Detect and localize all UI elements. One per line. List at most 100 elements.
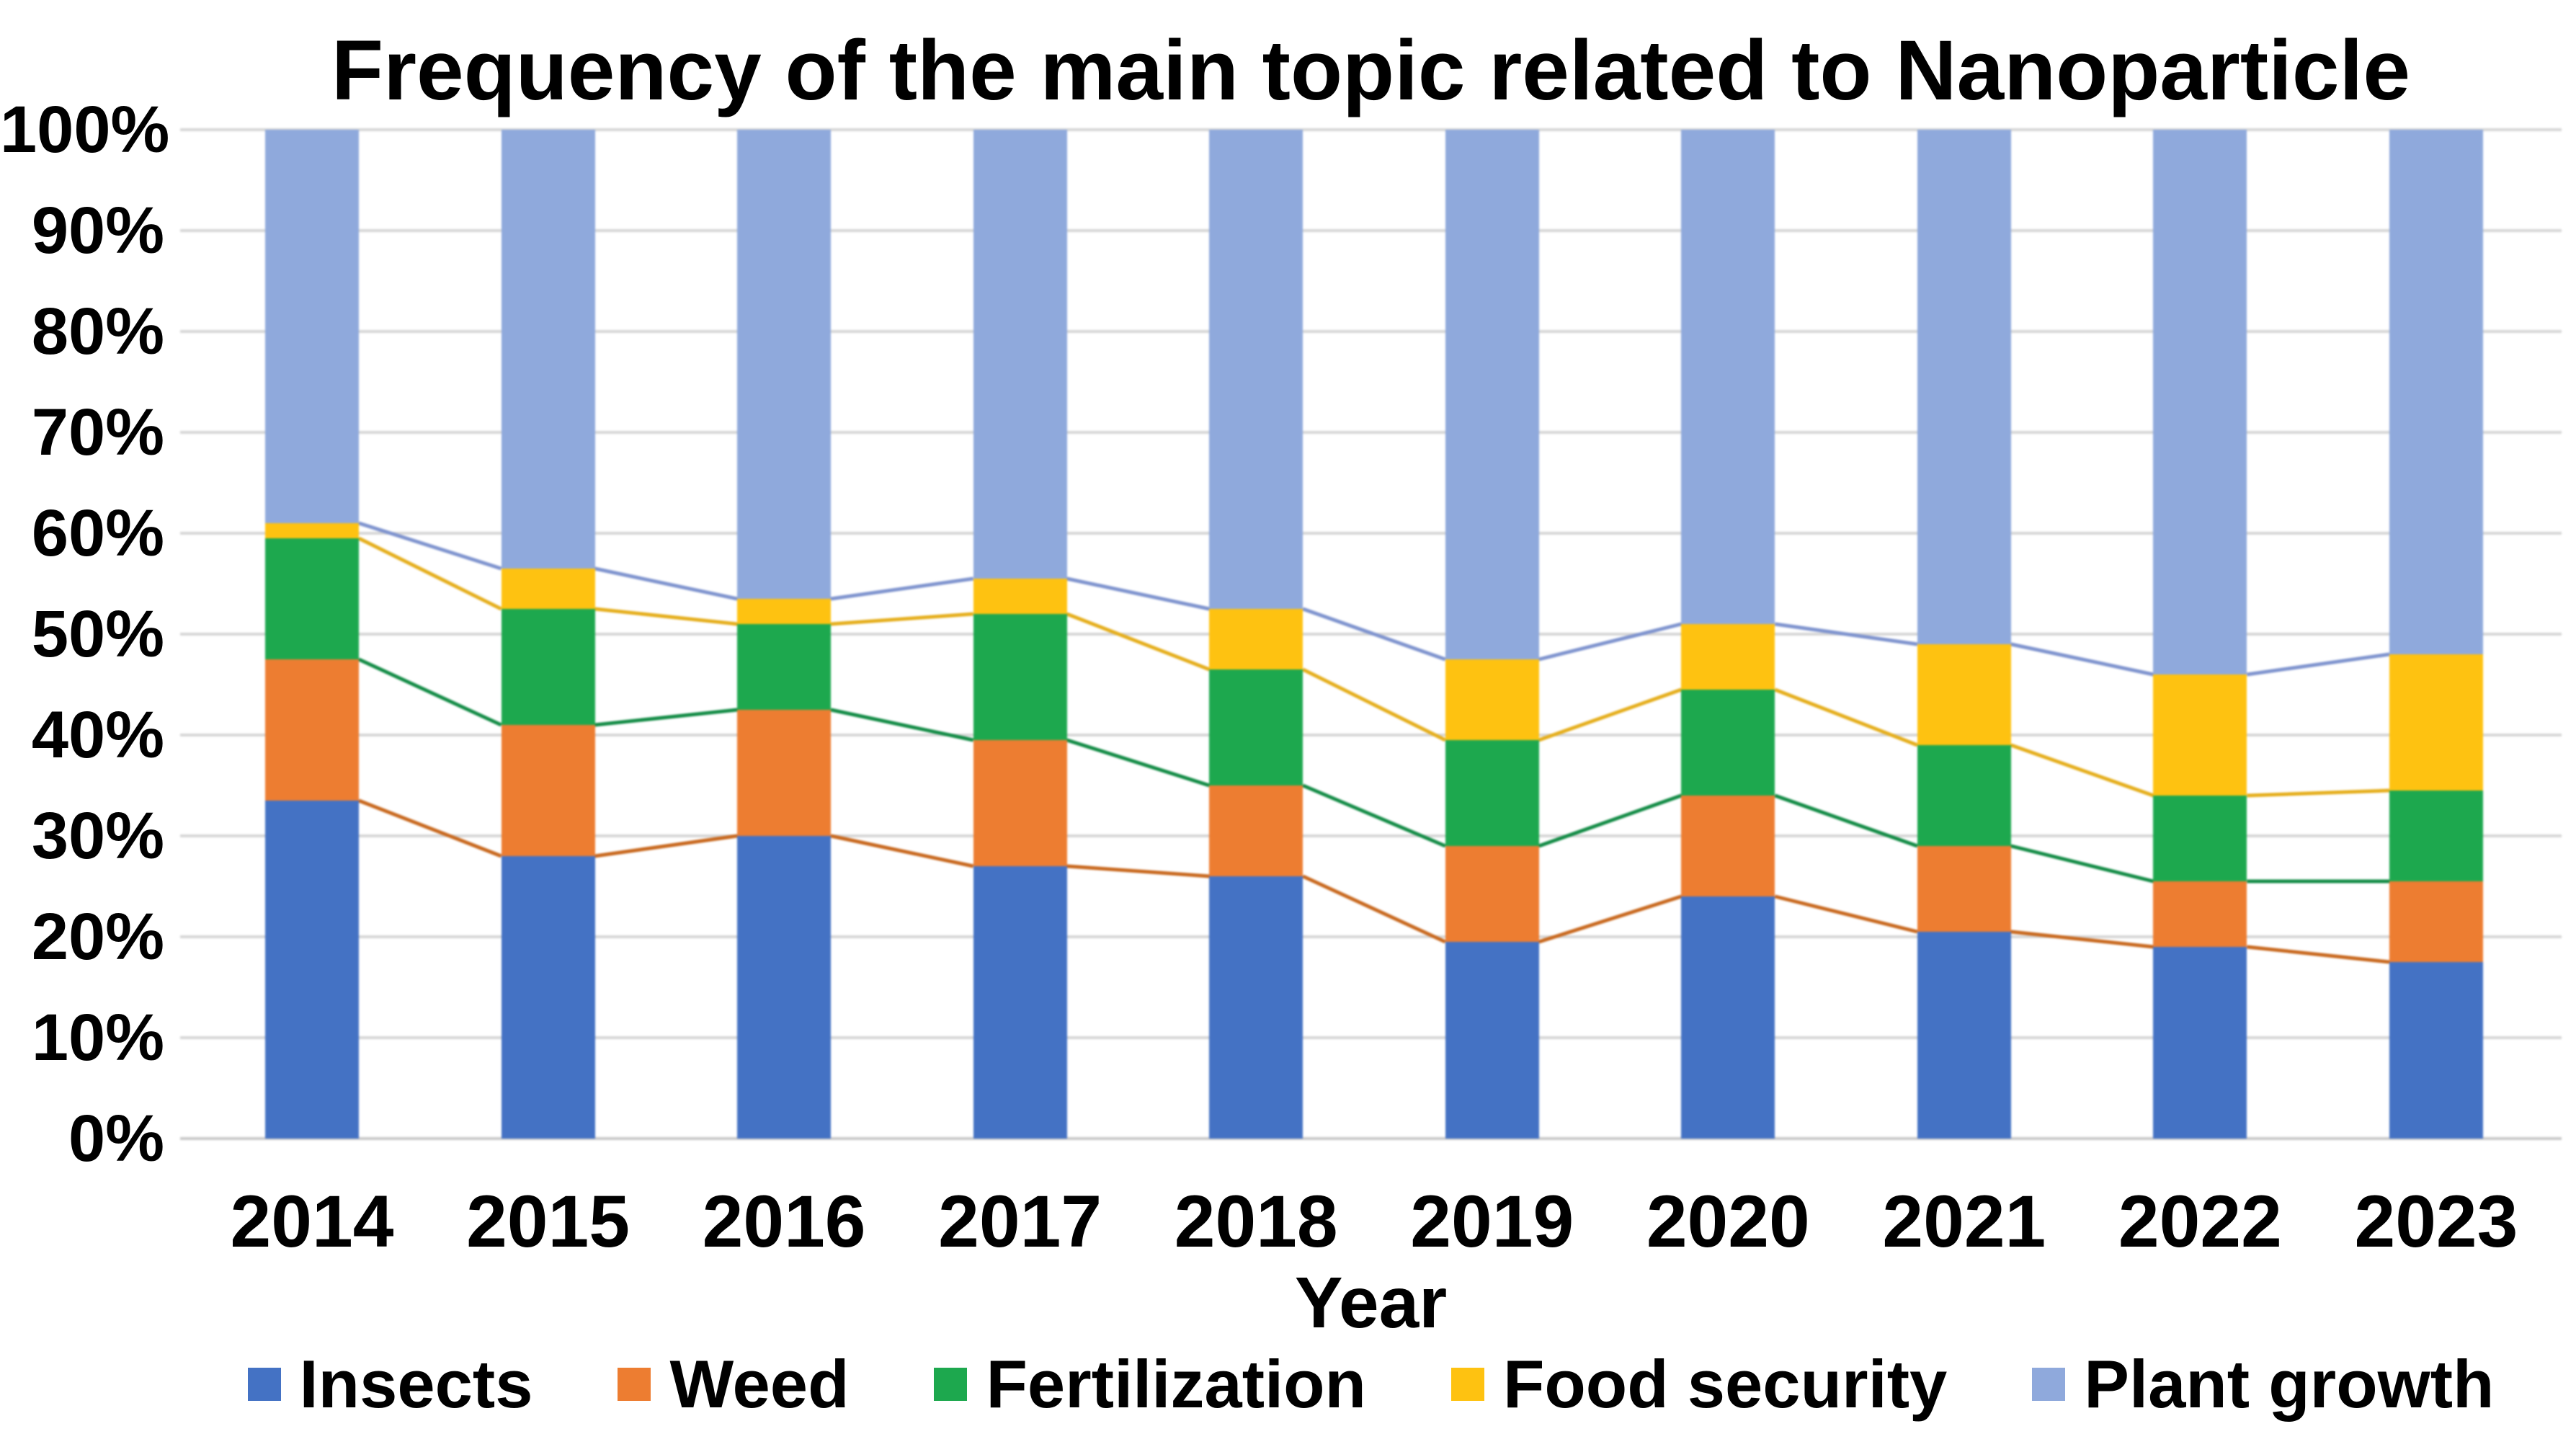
legend-item-food-security: Food security bbox=[1450, 1346, 1948, 1422]
connector-line-weed bbox=[2010, 930, 2154, 949]
bar-segment-insects-2018 bbox=[1209, 876, 1303, 1139]
legend-swatch-icon bbox=[618, 1368, 651, 1401]
gridline-100 bbox=[180, 128, 2562, 131]
legend-swatch-icon bbox=[934, 1368, 968, 1401]
x-tick-label-2022: 2022 bbox=[2118, 1180, 2282, 1262]
bar-segment-plant-growth-2019 bbox=[1445, 130, 1539, 659]
bar-segment-fertilization-2015 bbox=[501, 609, 595, 725]
bar-segment-food-security-2016 bbox=[737, 599, 832, 624]
gridline-10 bbox=[180, 1036, 2562, 1039]
connector-line-fertilization bbox=[1538, 793, 1683, 848]
bar-segment-food-security-2023 bbox=[2389, 654, 2483, 791]
legend-item-plant-growth: Plant growth bbox=[2032, 1348, 2494, 1420]
connector-line-fertilization bbox=[1066, 738, 1210, 788]
connector-line-food-security bbox=[1066, 612, 1211, 672]
bar-segment-plant-growth-2017 bbox=[973, 130, 1067, 579]
y-tick-label-100: 100% bbox=[0, 93, 170, 166]
connector-line-fertilization bbox=[1302, 783, 1446, 848]
gridline-40 bbox=[180, 734, 2562, 736]
connector-line-food-security bbox=[2010, 743, 2154, 798]
connector-line-food-security bbox=[1538, 687, 1683, 742]
bar-segment-food-security-2017 bbox=[973, 579, 1067, 614]
gridline-90 bbox=[180, 229, 2562, 232]
bar-segment-insects-2020 bbox=[1681, 896, 1775, 1139]
legend-swatch-icon bbox=[247, 1368, 281, 1401]
x-axis-title: Year bbox=[1294, 1262, 1448, 1343]
y-tick-label-60: 60% bbox=[31, 496, 164, 570]
bar-segment-food-security-2019 bbox=[1445, 659, 1539, 740]
y-tick-label-90: 90% bbox=[31, 194, 164, 267]
bar-segment-insects-2021 bbox=[1917, 932, 2011, 1139]
bar-segment-insects-2016 bbox=[737, 836, 832, 1139]
x-tick-label-2021: 2021 bbox=[1882, 1180, 2046, 1262]
bar-segment-food-security-2021 bbox=[1917, 644, 2011, 745]
gridline-80 bbox=[180, 330, 2562, 333]
connector-line-plant-growth bbox=[1066, 576, 1210, 611]
y-tick-label-70: 70% bbox=[31, 396, 164, 469]
connector-line-plant-growth bbox=[594, 566, 738, 601]
bar-segment-fertilization-2019 bbox=[1445, 740, 1539, 846]
connector-line-plant-growth bbox=[358, 521, 502, 571]
connector-line-plant-growth bbox=[2010, 642, 2154, 677]
bar-segment-fertilization-2021 bbox=[1917, 745, 2011, 846]
bar-segment-weed-2022 bbox=[2153, 881, 2247, 947]
connector-line-plant-growth bbox=[1774, 622, 1918, 646]
legend-item-weed: Weed bbox=[618, 1348, 849, 1420]
bar-segment-weed-2023 bbox=[2389, 881, 2483, 962]
connector-line-weed bbox=[1774, 894, 1918, 934]
connector-line-food-security bbox=[830, 612, 973, 626]
connector-line-weed bbox=[358, 798, 502, 858]
bar-segment-weed-2018 bbox=[1209, 785, 1303, 876]
connector-line-weed bbox=[1302, 874, 1446, 944]
connector-line-plant-growth bbox=[1538, 622, 1682, 662]
y-tick-label-20: 20% bbox=[31, 900, 164, 974]
bar-segment-weed-2014 bbox=[265, 659, 359, 801]
connector-line-weed bbox=[1538, 894, 1683, 944]
connector-line-plant-growth bbox=[830, 576, 974, 601]
bar-segment-food-security-2022 bbox=[2153, 674, 2247, 796]
bar-segment-weed-2015 bbox=[501, 725, 595, 856]
gridline-20 bbox=[180, 935, 2562, 938]
x-tick-label-2020: 2020 bbox=[1646, 1180, 1810, 1262]
bar-segment-plant-growth-2018 bbox=[1209, 130, 1303, 609]
bar-segment-fertilization-2020 bbox=[1681, 690, 1775, 796]
series-connector-lines bbox=[357, 521, 2390, 964]
gridline-60 bbox=[180, 532, 2562, 535]
bar-segment-fertilization-2016 bbox=[737, 624, 832, 710]
bar-segment-fertilization-2022 bbox=[2153, 796, 2247, 881]
bar-segment-fertilization-2017 bbox=[973, 614, 1067, 740]
connector-line-food-security bbox=[2247, 788, 2390, 798]
connector-line-food-security bbox=[1774, 687, 1918, 747]
x-tick-label-2018: 2018 bbox=[1174, 1180, 1338, 1262]
legend-label: Food security bbox=[1502, 1346, 1948, 1422]
bar-segment-weed-2017 bbox=[973, 740, 1067, 866]
connector-line-fertilization bbox=[357, 657, 502, 727]
legend-swatch-icon bbox=[1450, 1368, 1484, 1401]
gridline-70 bbox=[180, 431, 2562, 434]
connector-line-weed bbox=[2247, 945, 2390, 964]
gridline-30 bbox=[180, 834, 2562, 837]
legend: Insects Weed Fertilization Food security Pla… bbox=[180, 1342, 2562, 1427]
bar-segment-plant-growth-2021 bbox=[1917, 130, 2011, 644]
x-tick-label-2016: 2016 bbox=[702, 1180, 866, 1262]
legend-label: Insects bbox=[299, 1346, 533, 1422]
connector-line-fertilization bbox=[1774, 793, 1918, 848]
x-tick-label-2023: 2023 bbox=[2354, 1180, 2518, 1262]
bar-segment-plant-growth-2020 bbox=[1681, 130, 1775, 624]
legend-label: Plant growth bbox=[2084, 1346, 2495, 1422]
connector-line-weed bbox=[594, 834, 738, 858]
bar-segment-weed-2019 bbox=[1445, 846, 1539, 942]
bar-segment-insects-2023 bbox=[2389, 962, 2483, 1139]
bar-segment-plant-growth-2015 bbox=[501, 130, 595, 569]
plot-area bbox=[180, 128, 2562, 1140]
x-tick-label-2015: 2015 bbox=[466, 1180, 630, 1262]
connector-line-plant-growth bbox=[1302, 607, 1446, 662]
chart-title: Frequency of the main topic related to N… bbox=[331, 23, 2410, 118]
connector-line-plant-growth bbox=[2247, 652, 2390, 677]
bar-segment-insects-2015 bbox=[501, 856, 595, 1139]
connector-line-fertilization bbox=[830, 708, 974, 742]
connector-line-food-security bbox=[1302, 667, 1446, 742]
bar-segment-food-security-2018 bbox=[1209, 609, 1303, 669]
connector-line-weed bbox=[830, 834, 974, 868]
bar-segment-food-security-2014 bbox=[265, 523, 359, 538]
